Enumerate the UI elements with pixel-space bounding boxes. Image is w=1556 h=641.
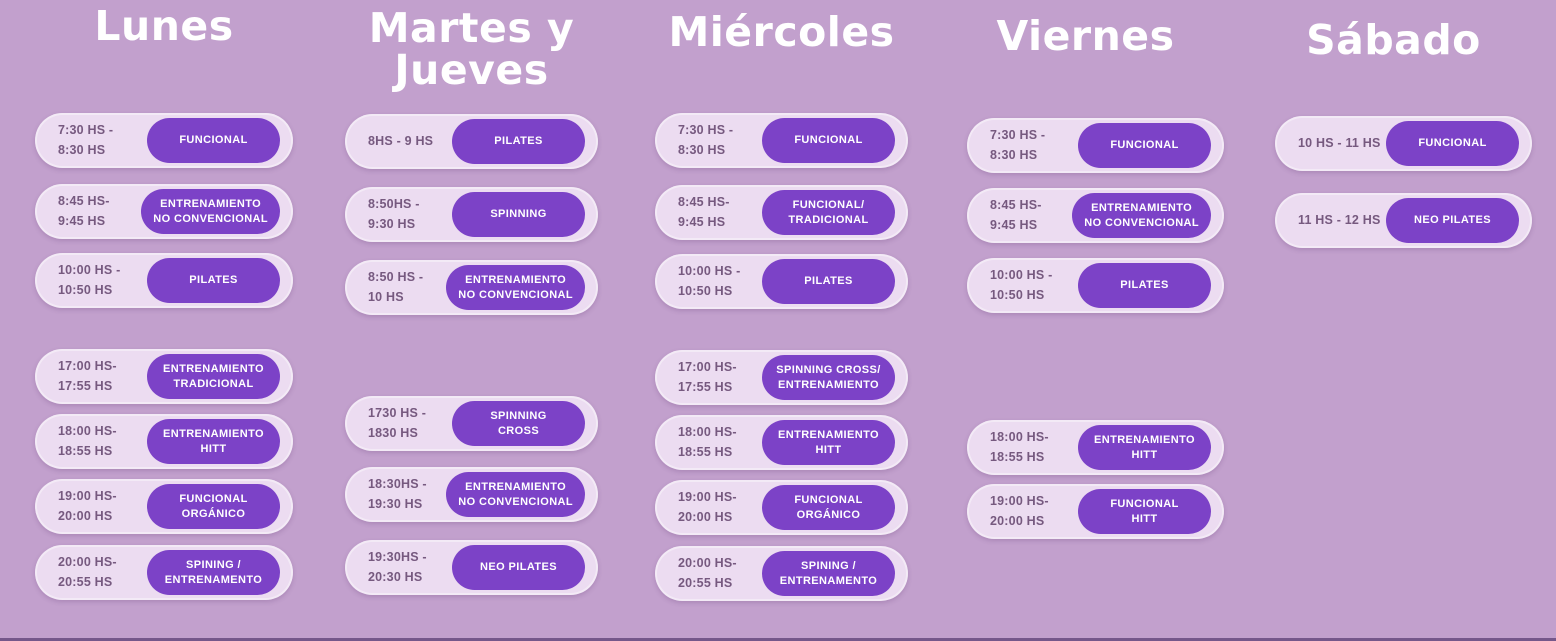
bottom-edge-strip <box>0 638 1556 641</box>
class-name-badge: ENTRENAMIENTO NO CONVENCIONAL <box>446 265 585 310</box>
class-name-badge: FUNCIONAL ORGÁNICO <box>147 484 280 529</box>
class-name-badge: ENTRENAMIENTO NO CONVENCIONAL <box>446 472 585 517</box>
class-time: 7:30 HS - 8:30 HS <box>678 123 734 157</box>
class-time: 19:00 HS- 20:00 HS <box>58 489 117 523</box>
class-name-badge: ENTRENAMIENTO HITT <box>147 419 280 464</box>
class-card: 19:00 HS- 20:00 HS FUNCIONAL ORGÁNICO <box>655 480 908 535</box>
class-name-badge: PILATES <box>762 259 895 304</box>
class-card: 8:45 HS- 9:45 HS ENTRENAMIENTO NO CONVEN… <box>967 188 1224 243</box>
class-card: 10:00 HS - 10:50 HS PILATES <box>967 258 1224 313</box>
class-name-badge: FUNCIONAL ORGÁNICO <box>762 485 895 530</box>
class-name-badge: ENTRENAMIENTO HITT <box>1078 425 1211 470</box>
day-header-lunes: Lunes <box>94 2 234 50</box>
class-card: 18:00 HS- 18:55 HS ENTRENAMIENTO HITT <box>655 415 908 470</box>
class-name-badge: ENTRENAMIENTO NO CONVENCIONAL <box>141 189 280 234</box>
class-card: 7:30 HS - 8:30 HS FUNCIONAL <box>967 118 1224 173</box>
class-time: 17:00 HS- 17:55 HS <box>678 360 737 394</box>
day-header-viernes: Viernes <box>996 12 1175 60</box>
class-card: 7:30 HS - 8:30 HS FUNCIONAL <box>35 113 293 168</box>
class-time: 19:00 HS- 20:00 HS <box>678 490 737 524</box>
class-time: 10:00 HS - 10:50 HS <box>58 263 121 297</box>
class-time: 18:00 HS- 18:55 HS <box>58 424 117 458</box>
class-card: 20:00 HS- 20:55 HS SPINING / ENTRENAMENT… <box>35 545 293 600</box>
class-name-badge: NEO PILATES <box>452 545 585 590</box>
class-time: 11 HS - 12 HS <box>1298 212 1381 227</box>
class-time: 8:50 HS - 10 HS <box>368 270 424 304</box>
day-header-miercoles: Miércoles <box>668 8 895 56</box>
class-name-badge: FUNCIONAL <box>1386 121 1519 166</box>
class-time: 8HS - 9 HS <box>368 133 434 148</box>
class-card: 8:45 HS- 9:45 HS ENTRENAMIENTO NO CONVEN… <box>35 184 293 239</box>
class-card: 10:00 HS - 10:50 HS PILATES <box>655 254 908 309</box>
class-time: 18:30HS - 19:30 HS <box>368 477 427 511</box>
class-name-badge: NEO PILATES <box>1386 198 1519 243</box>
class-name-badge: PILATES <box>147 258 280 303</box>
class-time: 8:50HS - 9:30 HS <box>368 197 420 231</box>
class-time: 20:00 HS- 20:55 HS <box>678 556 737 590</box>
class-card: 17:00 HS- 17:55 HS ENTRENAMIENTO TRADICI… <box>35 349 293 404</box>
class-card: 8HS - 9 HS PILATES <box>345 114 598 169</box>
class-name-badge: PILATES <box>1078 263 1211 308</box>
class-time: 8:45 HS- 9:45 HS <box>58 194 110 228</box>
class-card: 10:00 HS - 10:50 HS PILATES <box>35 253 293 308</box>
class-time: 19:00 HS- 20:00 HS <box>990 494 1049 528</box>
class-time: 10 HS - 11 HS <box>1298 135 1381 150</box>
class-time: 7:30 HS - 8:30 HS <box>990 128 1046 162</box>
class-time: 10:00 HS - 10:50 HS <box>990 268 1053 302</box>
class-name-badge: ENTRENAMIENTO NO CONVENCIONAL <box>1072 193 1211 238</box>
class-name-badge: PILATES <box>452 119 585 164</box>
class-card: 18:30HS - 19:30 HS ENTRENAMIENTO NO CONV… <box>345 467 598 522</box>
class-card: 7:30 HS - 8:30 HS FUNCIONAL <box>655 113 908 168</box>
day-header-sabado: Sábado <box>1306 16 1481 64</box>
class-time: 10:00 HS - 10:50 HS <box>678 264 741 298</box>
class-name-badge: SPINNING CROSS/ ENTRENAMIENTO <box>762 355 895 400</box>
class-name-badge: FUNCIONAL <box>147 118 280 163</box>
class-name-badge: FUNCIONAL/ TRADICIONAL <box>762 190 895 235</box>
class-card: 10 HS - 11 HS FUNCIONAL <box>1275 116 1532 171</box>
class-card: 8:45 HS- 9:45 HS FUNCIONAL/ TRADICIONAL <box>655 185 908 240</box>
class-name-badge: FUNCIONAL HITT <box>1078 489 1211 534</box>
class-card: 8:50 HS - 10 HS ENTRENAMIENTO NO CONVENC… <box>345 260 598 315</box>
day-header-martes-jueves: Martes y Jueves <box>368 4 575 94</box>
class-name-badge: SPINNING CROSS <box>452 401 585 446</box>
class-card: 19:00 HS- 20:00 HS FUNCIONAL HITT <box>967 484 1224 539</box>
class-time: 8:45 HS- 9:45 HS <box>990 198 1042 232</box>
class-card: 17:00 HS- 17:55 HS SPINNING CROSS/ ENTRE… <box>655 350 908 405</box>
class-card: 8:50HS - 9:30 HS SPINNING <box>345 187 598 242</box>
class-name-badge: ENTRENAMIENTO HITT <box>762 420 895 465</box>
class-time: 7:30 HS - 8:30 HS <box>58 123 114 157</box>
class-card: 1730 HS - 1830 HS SPINNING CROSS <box>345 396 598 451</box>
class-time: 18:00 HS- 18:55 HS <box>678 425 737 459</box>
class-time: 17:00 HS- 17:55 HS <box>58 359 117 393</box>
class-name-badge: ENTRENAMIENTO TRADICIONAL <box>147 354 280 399</box>
class-time: 19:30HS - 20:30 HS <box>368 550 427 584</box>
class-card: 18:00 HS- 18:55 HS ENTRENAMIENTO HITT <box>35 414 293 469</box>
class-card: 19:00 HS- 20:00 HS FUNCIONAL ORGÁNICO <box>35 479 293 534</box>
class-name-badge: SPINING / ENTRENAMENTO <box>762 551 895 596</box>
class-time: 18:00 HS- 18:55 HS <box>990 430 1049 464</box>
class-card: 20:00 HS- 20:55 HS SPINING / ENTRENAMENT… <box>655 546 908 601</box>
class-card: 19:30HS - 20:30 HS NEO PILATES <box>345 540 598 595</box>
class-card: 18:00 HS- 18:55 HS ENTRENAMIENTO HITT <box>967 420 1224 475</box>
class-time: 1730 HS - 1830 HS <box>368 406 427 440</box>
class-time: 20:00 HS- 20:55 HS <box>58 555 117 589</box>
class-name-badge: SPINNING <box>452 192 585 237</box>
class-card: 11 HS - 12 HS NEO PILATES <box>1275 193 1532 248</box>
class-name-badge: FUNCIONAL <box>1078 123 1211 168</box>
class-name-badge: SPINING / ENTRENAMENTO <box>147 550 280 595</box>
class-time: 8:45 HS- 9:45 HS <box>678 195 730 229</box>
class-name-badge: FUNCIONAL <box>762 118 895 163</box>
